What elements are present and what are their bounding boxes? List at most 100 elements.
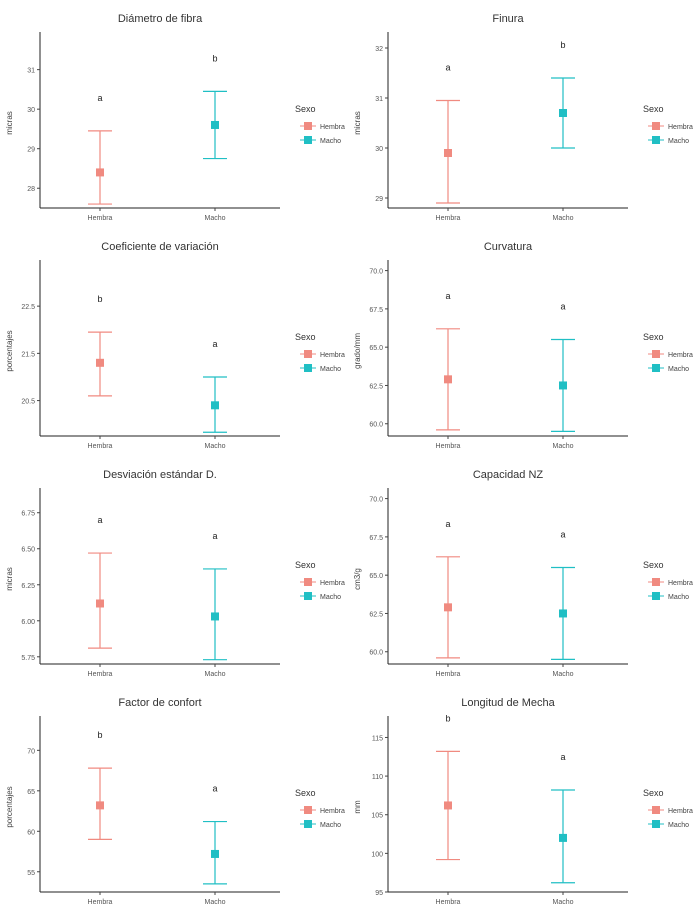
mean-point xyxy=(444,801,452,810)
chart-svg: Capacidad NZ 60.0 62.5 65.0 67.5 70.0 cm3/g Hem… xyxy=(353,469,693,678)
y-tick-label: 22.5 xyxy=(21,304,35,311)
x-tick-label: Hembra xyxy=(88,671,113,678)
y-axis-label: porcentajes xyxy=(5,786,14,827)
chart-title: Longitud de Mecha xyxy=(461,697,555,709)
chart-panel: Desviación estándar D. 5.75 6.00 6.25 6.50 6.… xyxy=(0,456,347,684)
legend-label: Macho xyxy=(320,594,341,601)
chart-panel: Longitud de Mecha 95 100 105 110 115 mm Hembra b… xyxy=(348,684,695,912)
y-tick-label: 6.75 xyxy=(21,511,35,518)
y-tick-label: 95 xyxy=(375,890,383,897)
significance-letter: a xyxy=(97,515,102,525)
legend-label: Macho xyxy=(668,594,689,601)
y-axis-label: micras xyxy=(5,567,14,591)
chart-title: Coeficiente de variación xyxy=(101,241,218,253)
x-tick-label: Hembra xyxy=(88,899,113,906)
chart-panel: Coeficiente de variación 20.5 21.5 22.5 porc… xyxy=(0,228,347,456)
x-tick-label: Macho xyxy=(552,899,573,906)
chart-svg: Diámetro de fibra 28 29 30 31 micras Hembra a Ma… xyxy=(5,13,345,222)
y-tick-label: 105 xyxy=(371,813,383,820)
y-tick-label: 32 xyxy=(375,46,383,53)
legend-title: Sexo xyxy=(643,104,664,114)
x-tick-label: Hembra xyxy=(88,215,113,222)
x-tick-label: Macho xyxy=(204,443,225,450)
mean-point xyxy=(559,381,567,390)
significance-letter: a xyxy=(560,752,565,762)
chart-panel: Capacidad NZ 60.0 62.5 65.0 67.5 70.0 cm3/g Hem… xyxy=(348,456,695,684)
significance-letter: b xyxy=(97,730,102,740)
significance-letter: b xyxy=(212,53,217,63)
chart-title: Finura xyxy=(492,13,524,25)
y-tick-label: 6.50 xyxy=(21,547,35,554)
mean-point xyxy=(96,168,104,177)
y-tick-label: 62.5 xyxy=(369,611,383,618)
chart-svg: Curvatura 60.0 62.5 65.0 67.5 70.0 grado/mm Hem… xyxy=(353,241,693,450)
y-axis-label: micras xyxy=(5,111,14,135)
legend-swatch xyxy=(304,136,312,144)
legend-title: Sexo xyxy=(295,104,316,114)
y-axis-label: porcentajes xyxy=(5,330,14,371)
significance-letter: a xyxy=(445,291,450,301)
legend-label: Macho xyxy=(668,138,689,145)
significance-letter: a xyxy=(97,93,102,103)
mean-point xyxy=(559,109,567,117)
mean-point xyxy=(559,833,567,842)
x-tick-label: Hembra xyxy=(88,443,113,450)
legend-label: Hembra xyxy=(668,808,693,815)
legend-label: Hembra xyxy=(320,124,345,131)
mean-point xyxy=(211,849,219,858)
legend-label: Hembra xyxy=(320,808,345,815)
chart-title: Factor de confort xyxy=(118,697,201,709)
chart-title: Diámetro de fibra xyxy=(118,13,203,25)
y-tick-label: 31 xyxy=(27,68,35,75)
legend-swatch xyxy=(652,592,660,600)
y-tick-label: 65 xyxy=(27,789,35,796)
y-tick-label: 30 xyxy=(27,107,35,114)
legend-label: Macho xyxy=(320,366,341,373)
y-axis-label: micras xyxy=(353,111,362,135)
legend-swatch xyxy=(304,806,312,814)
significance-letter: a xyxy=(212,531,217,541)
y-tick-label: 60 xyxy=(27,829,35,836)
legend-swatch xyxy=(652,820,660,828)
y-tick-label: 67.5 xyxy=(369,307,383,314)
legend-swatch xyxy=(652,136,660,144)
legend-label: Hembra xyxy=(320,580,345,587)
significance-letter: a xyxy=(560,302,565,312)
legend-title: Sexo xyxy=(643,332,664,342)
chart-title: Capacidad NZ xyxy=(473,469,544,481)
significance-letter: a xyxy=(212,339,217,349)
legend-label: Hembra xyxy=(668,352,693,359)
x-tick-label: Hembra xyxy=(436,899,461,906)
significance-letter: b xyxy=(97,294,102,304)
y-tick-label: 67.5 xyxy=(369,535,383,542)
y-tick-label: 100 xyxy=(371,851,383,858)
legend-label: Macho xyxy=(668,822,689,829)
chart-svg: Factor de confort 55 60 65 70 porcentajes Hemb… xyxy=(5,697,345,906)
mean-point xyxy=(211,612,219,621)
legend-swatch xyxy=(652,122,660,130)
legend-swatch xyxy=(652,350,660,358)
legend-title: Sexo xyxy=(643,560,664,570)
x-tick-label: Macho xyxy=(204,215,225,222)
legend-label: Macho xyxy=(320,822,341,829)
chart-svg: Finura 29 30 31 32 micras Hembra a Macho b Sexo Hem… xyxy=(353,13,693,222)
mean-point xyxy=(559,609,567,618)
y-axis-label: cm3/g xyxy=(353,568,362,590)
legend-swatch xyxy=(652,364,660,372)
y-tick-label: 20.5 xyxy=(21,399,35,406)
legend-label: Hembra xyxy=(668,124,693,131)
y-tick-label: 21.5 xyxy=(21,351,35,358)
chart-panel: Diámetro de fibra 28 29 30 31 micras Hembra a Ma… xyxy=(0,0,347,228)
chart-panel: Factor de confort 55 60 65 70 porcentajes Hemb… xyxy=(0,684,347,912)
significance-letter: b xyxy=(445,713,450,723)
x-tick-label: Macho xyxy=(204,899,225,906)
y-tick-label: 29 xyxy=(375,196,383,203)
y-tick-label: 6.00 xyxy=(21,619,35,626)
y-tick-label: 110 xyxy=(372,774,383,781)
y-tick-label: 31 xyxy=(375,96,383,103)
x-tick-label: Macho xyxy=(552,671,573,678)
legend-title: Sexo xyxy=(295,332,316,342)
legend-label: Macho xyxy=(320,138,341,145)
x-tick-label: Hembra xyxy=(436,671,461,678)
